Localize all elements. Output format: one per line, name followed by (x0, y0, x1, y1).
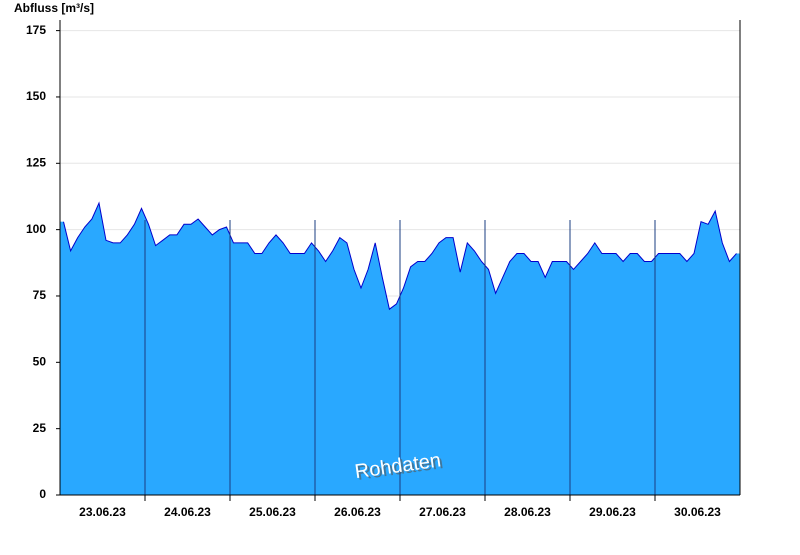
x-tick-label: 27.06.23 (419, 505, 466, 519)
x-tick-label: 28.06.23 (504, 505, 551, 519)
y-tick-label: 100 (26, 222, 46, 236)
y-tick-label: 75 (33, 288, 47, 302)
y-tick-label: 125 (26, 155, 46, 169)
y-tick-label: 50 (33, 354, 47, 368)
chart-title: Abfluss [m³/s] (14, 1, 94, 15)
y-tick-label: 150 (26, 89, 46, 103)
x-tick-label: 25.06.23 (249, 505, 296, 519)
y-tick-label: 0 (39, 487, 46, 501)
x-tick-label: 30.06.23 (674, 505, 721, 519)
y-tick-label: 25 (33, 421, 47, 435)
x-tick-label: 24.06.23 (164, 505, 211, 519)
y-tick-label: 175 (26, 23, 46, 37)
x-tick-label: 29.06.23 (589, 505, 636, 519)
x-tick-label: 26.06.23 (334, 505, 381, 519)
x-tick-label: 23.06.23 (79, 505, 126, 519)
